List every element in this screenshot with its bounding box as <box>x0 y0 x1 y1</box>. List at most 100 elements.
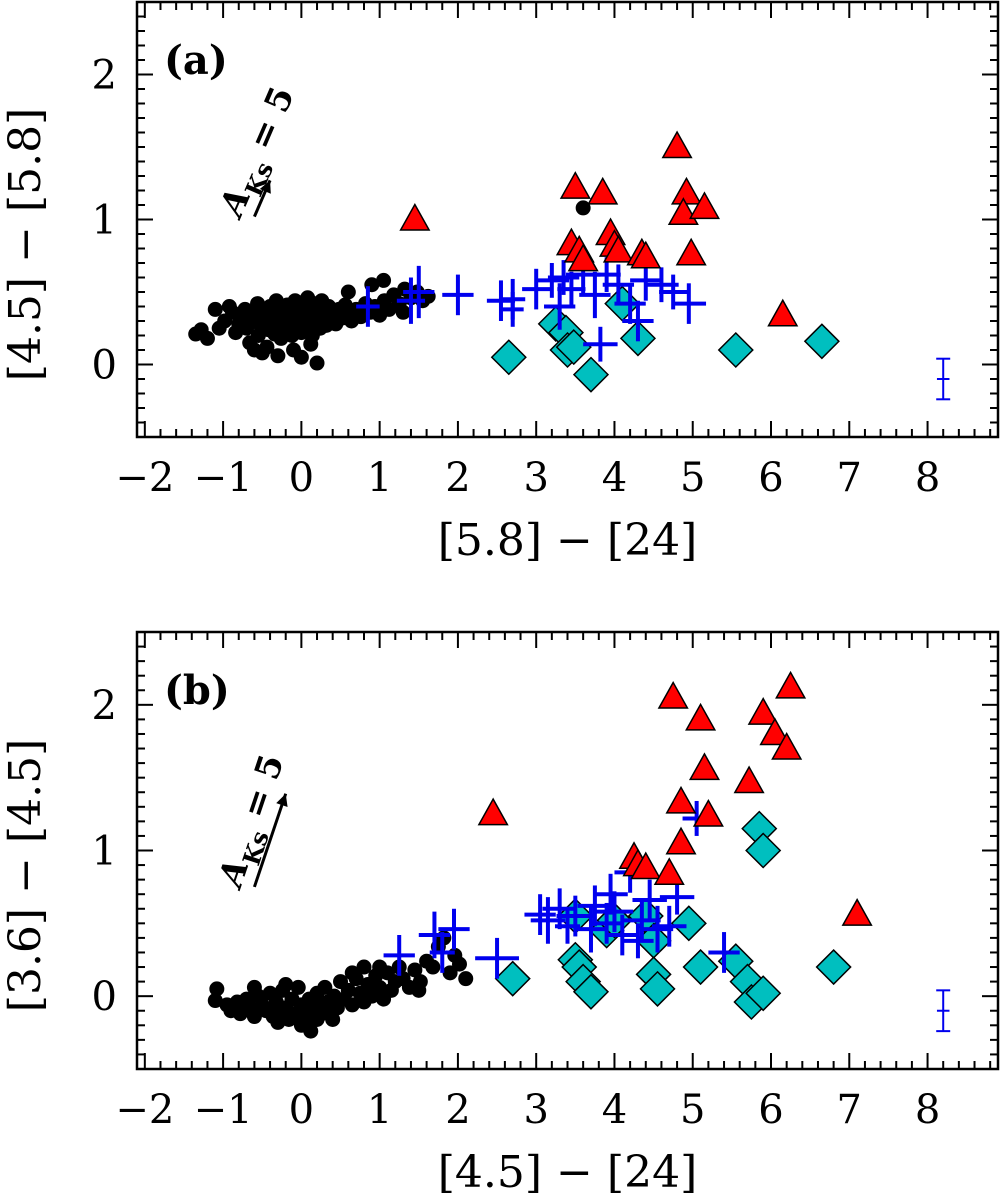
data-point-diamond <box>572 973 610 1010</box>
x-tick-label: 5 <box>680 1087 705 1133</box>
x-tick-label: 1 <box>367 455 392 501</box>
x-tick-label: 7 <box>837 1087 862 1133</box>
data-point-circle <box>442 965 458 981</box>
data-point-circle <box>407 962 423 978</box>
y-axis-title: [3.6] − [4.5] <box>0 739 51 1012</box>
x-tick-label: 6 <box>758 1087 783 1133</box>
data-point-triangle <box>692 799 724 827</box>
data-point-circle <box>344 997 360 1013</box>
panel-b: −2 −1 0 1 2 3 4 5 6 7 8 0 1 2 [4.5] − [24] [3.6] − [4.5… <box>0 630 1000 1198</box>
x-tick-label: 0 <box>289 1087 314 1133</box>
data-point-triangle <box>657 681 689 709</box>
reddening-vector-arrowhead <box>276 793 288 807</box>
data-point-circle <box>270 348 286 364</box>
x-axis-title: [4.5] − [24] <box>438 1147 697 1198</box>
data-point-diamond <box>745 832 782 869</box>
data-point-triangle <box>688 752 721 781</box>
data-point-circle <box>340 284 356 300</box>
plot-frame <box>135 0 1000 439</box>
data-point-diamond <box>670 905 707 942</box>
data-point-circle <box>325 1011 341 1027</box>
data-point-triangle <box>771 731 803 760</box>
data-point-circle <box>340 982 356 998</box>
data-point-triangle <box>685 702 717 731</box>
x-tick-label: 3 <box>523 1087 548 1133</box>
data-point-triangle <box>630 851 662 880</box>
data-point-triangle <box>653 857 685 886</box>
data-point-triangle <box>661 130 693 159</box>
data-point-triangle <box>665 785 697 814</box>
data-point-circle <box>290 979 306 995</box>
data-point-triangle <box>477 797 509 826</box>
data-point-circle <box>270 1014 286 1030</box>
data-point-circle <box>575 200 591 216</box>
y-axis-title: [4.5] − [5.8] <box>0 108 51 381</box>
data-point-triangle <box>587 176 619 205</box>
data-point-circle <box>372 979 388 995</box>
data-point-diamond <box>555 329 592 366</box>
data-point-circle <box>303 336 319 352</box>
reddening-label-eq: = 5 <box>230 750 292 835</box>
reddening-vector-label: AKs = 5 <box>210 750 299 897</box>
data-point-diamond <box>572 356 610 393</box>
data-point-diamond <box>639 970 676 1007</box>
data-point-diamond <box>717 331 754 369</box>
data-point-triangle <box>602 234 634 263</box>
panel-label: (b) <box>164 667 230 714</box>
data-point-triangle <box>675 237 707 266</box>
x-tick-label: 7 <box>837 455 862 501</box>
data-point-circle <box>246 979 262 995</box>
y-tick-label: 0 <box>92 974 117 1020</box>
x-tick-label: 2 <box>445 1087 470 1133</box>
x-tick-label: 4 <box>602 1087 627 1133</box>
data-point-diamond <box>490 339 527 376</box>
data-point-circle <box>395 304 411 320</box>
data-point-circle <box>356 959 372 975</box>
x-tick-label: 6 <box>758 455 783 501</box>
data-point-triangle <box>399 202 431 231</box>
panel-label: (a) <box>164 37 228 84</box>
data-point-diamond <box>682 948 719 986</box>
data-point-circle <box>278 977 294 993</box>
data-point-circle <box>309 1011 325 1027</box>
data-point-triangle <box>559 171 591 199</box>
data-point-diamond <box>494 960 531 997</box>
data-point-triangle <box>767 298 799 327</box>
y-tick-label: 2 <box>92 683 117 729</box>
y-tick-label: 0 <box>92 343 117 389</box>
data-point-triangle <box>747 697 779 725</box>
data-point-circle <box>458 971 474 987</box>
data-point-circle <box>425 959 441 975</box>
data-point-triangle <box>670 176 703 205</box>
reddening-vector-arrow <box>252 793 288 888</box>
data-point-triangle <box>567 243 599 272</box>
data-point-circle <box>411 982 427 998</box>
panel-a: −2 −1 0 1 2 3 4 5 6 7 8 0 1 2 [5.8] − [24] [4.5] − [5.8… <box>0 0 1000 566</box>
x-tick-label: 0 <box>289 455 314 501</box>
data-point-circle <box>293 349 309 365</box>
x-tick-label: 2 <box>445 455 470 501</box>
data-point-circle <box>199 330 215 346</box>
x-tick-label: 3 <box>523 455 548 501</box>
x-tick-label: −1 <box>194 455 253 501</box>
data-point-circle <box>207 301 223 317</box>
x-tick-label: 5 <box>680 455 705 501</box>
x-tick-label: −2 <box>115 455 174 501</box>
x-tick-label: −2 <box>115 1087 174 1133</box>
data-point-triangle <box>630 240 662 269</box>
x-tick-label: 8 <box>915 455 940 501</box>
data-point-triangle <box>775 670 807 699</box>
reddening-label-eq: = 5 <box>236 81 303 166</box>
data-point-circle <box>317 979 333 995</box>
data-point-circle <box>376 272 392 288</box>
data-point-circle <box>451 956 467 972</box>
data-point-triangle <box>665 826 697 855</box>
data-point-circle <box>309 355 325 371</box>
data-point-circle <box>293 1017 309 1033</box>
data-point-triangle <box>841 898 873 926</box>
data-point-diamond <box>815 948 852 986</box>
data-point-circle <box>246 1009 262 1025</box>
data-point-circle <box>246 342 262 358</box>
reddening-vector-arrowhead <box>259 180 271 194</box>
